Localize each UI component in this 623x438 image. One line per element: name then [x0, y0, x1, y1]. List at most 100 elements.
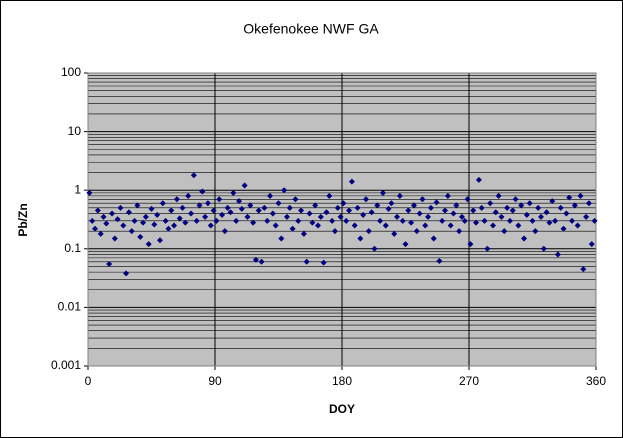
data-point [425, 213, 432, 220]
y-tick-label: 1 [74, 182, 81, 196]
x-tick-label: 270 [459, 374, 479, 388]
data-point [515, 222, 522, 229]
data-point [258, 258, 265, 265]
data-point [269, 210, 276, 217]
data-point [546, 219, 553, 226]
data-point [470, 207, 477, 214]
data-point [272, 222, 279, 229]
data-point [182, 219, 189, 226]
data-point [137, 233, 144, 240]
data-point [442, 207, 449, 214]
data-point [416, 210, 423, 217]
data-point [566, 194, 573, 201]
data-point [179, 204, 186, 211]
data-point [120, 222, 127, 229]
data-point [447, 222, 454, 229]
data-point [156, 237, 163, 244]
data-point [410, 202, 417, 209]
data-point [382, 222, 389, 229]
data-point [473, 219, 480, 226]
data-point [580, 266, 587, 273]
data-point [216, 196, 223, 203]
data-point [142, 213, 149, 220]
x-tick-label: 0 [85, 374, 92, 388]
data-point [292, 196, 299, 203]
data-point [204, 200, 211, 207]
data-point [244, 213, 251, 220]
data-point [543, 209, 550, 216]
data-point [464, 196, 471, 203]
data-point [475, 176, 482, 183]
data-point [512, 196, 519, 203]
data-point [100, 213, 107, 220]
data-point [456, 228, 463, 235]
data-point [591, 217, 598, 224]
data-point [196, 202, 203, 209]
data-point [267, 192, 274, 199]
data-point [117, 204, 124, 211]
x-axis-title: DOY [329, 402, 355, 416]
data-point [128, 228, 135, 235]
data-point [552, 217, 559, 224]
data-point [185, 192, 192, 199]
data-point [399, 217, 406, 224]
data-point [509, 207, 516, 214]
data-point [402, 241, 409, 248]
data-point [588, 241, 595, 248]
y-tick-label: 100 [61, 65, 81, 79]
data-point [340, 200, 347, 207]
data-point [247, 202, 254, 209]
data-point [162, 217, 169, 224]
data-point [518, 202, 525, 209]
data-point [315, 222, 322, 229]
data-point [498, 213, 505, 220]
data-point [221, 228, 228, 235]
data-point [111, 235, 118, 242]
data-point [295, 217, 302, 224]
data-point [202, 213, 209, 220]
data-point [549, 198, 556, 205]
data-point [190, 172, 197, 179]
x-tick-label: 360 [586, 374, 606, 388]
data-point [560, 225, 567, 232]
data-point [108, 210, 115, 217]
data-point [193, 217, 200, 224]
data-point [238, 205, 245, 212]
data-point [312, 202, 319, 209]
data-point [583, 213, 590, 220]
data-point [532, 228, 539, 235]
data-point [557, 204, 564, 211]
data-point [309, 219, 316, 226]
data-point [394, 213, 401, 220]
data-point [326, 192, 333, 199]
data-point [577, 192, 584, 199]
data-point [388, 200, 395, 207]
data-point [145, 241, 152, 248]
data-point [278, 235, 285, 242]
data-point [554, 251, 561, 258]
data-point [343, 217, 350, 224]
data-point [337, 213, 344, 220]
data-point [461, 217, 468, 224]
data-point [377, 217, 384, 224]
data-point [123, 270, 130, 277]
data-point [444, 192, 451, 199]
data-point [264, 217, 271, 224]
data-point [224, 204, 231, 211]
data-point [540, 245, 547, 252]
data-point [252, 256, 259, 263]
data-point [368, 209, 375, 216]
data-point [303, 258, 310, 265]
data-point [168, 207, 175, 214]
data-point [450, 210, 457, 217]
data-point [106, 261, 113, 268]
data-point [453, 202, 460, 209]
y-tick-label: 0.1 [64, 241, 81, 255]
data-point [495, 192, 502, 199]
data-point [275, 200, 282, 207]
data-point [346, 207, 353, 214]
y-tick-label: 10 [68, 124, 82, 138]
data-point [504, 204, 511, 211]
data-point [329, 217, 336, 224]
